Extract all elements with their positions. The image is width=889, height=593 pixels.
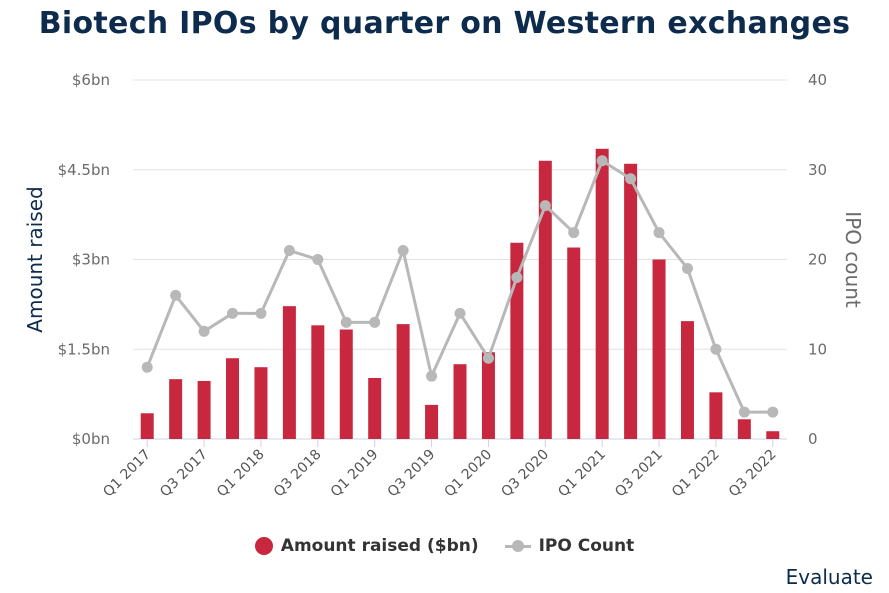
gridlines: [133, 79, 787, 440]
legend-label-amount: Amount raised ($bn): [280, 536, 479, 556]
ipo-count-point: [568, 227, 580, 239]
ipo-count-point: [255, 307, 267, 319]
y-right-tick-label: 10: [808, 340, 827, 358]
bar: [538, 160, 552, 439]
bar: [282, 306, 296, 439]
y-left-tick-label: $0bn: [72, 430, 110, 448]
ipo-count-point: [283, 245, 295, 257]
bar: [226, 358, 240, 439]
x-tick-label: Q1 2017: [100, 447, 154, 501]
ipo-count-point: [369, 316, 381, 328]
y-right-tick-label: 20: [808, 251, 827, 269]
x-tick-label: Q3 2018: [271, 447, 325, 501]
y-right-tick-label: 40: [808, 71, 827, 89]
bar-series: [140, 148, 780, 439]
bar: [425, 404, 439, 439]
bar: [339, 329, 353, 439]
bar: [510, 242, 524, 439]
ipo-count-point: [170, 289, 182, 301]
ipo-count-point: [454, 307, 466, 319]
ipo-count-point: [539, 200, 551, 212]
y-left-tick-label: $4.5bn: [58, 161, 110, 179]
line-series: [141, 155, 779, 418]
x-tick-label: Q3 2017: [157, 447, 211, 501]
ipo-count-point: [482, 352, 494, 364]
bar: [766, 431, 780, 439]
bar: [197, 380, 211, 439]
bar: [652, 259, 666, 439]
x-tick-label: Q1 2020: [442, 447, 496, 501]
ipo-count-point: [596, 155, 608, 167]
bar: [680, 321, 694, 439]
bar: [254, 367, 268, 439]
bar: [311, 325, 325, 439]
legend-bar-swatch-icon: [254, 537, 273, 555]
bar: [368, 377, 382, 439]
y-left-tick-label: $3bn: [72, 251, 110, 269]
x-tick-label: Q1 2022: [669, 447, 723, 501]
ipo-count-point: [227, 307, 239, 319]
legend-line-swatch-icon: [504, 537, 531, 555]
bar: [595, 148, 609, 439]
bar: [140, 413, 154, 439]
bar: [567, 247, 581, 439]
brand-logo-text: Evaluate: [785, 565, 873, 589]
chart-title: Biotech IPOs by quarter on Western excha…: [38, 6, 851, 41]
legend-item-ipo-count[interactable]: IPO Count: [504, 536, 635, 556]
legend: Amount raised ($bn) IPO Count: [0, 536, 889, 560]
x-tick-label: Q3 2019: [385, 447, 439, 501]
x-tick-label: Q1 2019: [328, 447, 382, 501]
bar: [396, 324, 410, 439]
bar: [737, 419, 751, 439]
bar: [481, 352, 495, 439]
legend-label-ipo-count: IPO Count: [538, 536, 635, 556]
y-right-tick-label: 0: [808, 430, 818, 448]
ipo-count-point: [738, 406, 750, 418]
ipo-count-point: [340, 316, 352, 328]
x-tick-label: Q3 2021: [612, 447, 666, 501]
y-left-tick-label: $1.5bn: [58, 340, 110, 358]
x-tick-label: Q3 2022: [726, 447, 780, 501]
y-right-tick-label: 30: [808, 161, 827, 179]
ipo-count-point: [141, 361, 153, 373]
y-left-axis-title: Amount raised: [23, 186, 47, 332]
ipo-count-point: [426, 370, 438, 382]
ipo-count-point: [511, 271, 523, 283]
bar: [169, 379, 183, 439]
ipo-count-point: [681, 262, 693, 274]
ipo-count-point: [198, 325, 210, 337]
legend-item-amount[interactable]: Amount raised ($bn): [254, 536, 479, 556]
ipo-count-point: [767, 406, 779, 418]
ipo-count-point: [625, 173, 637, 185]
bar: [709, 392, 723, 439]
ipo-count-point: [312, 254, 324, 265]
y-right-axis-title: IPO count: [841, 211, 865, 308]
y-left-tick-label: $6bn: [72, 71, 110, 89]
ipo-count-point: [397, 245, 409, 257]
ipo-count-point: [710, 343, 722, 355]
x-tick-label: Q1 2018: [214, 447, 268, 501]
bar: [624, 163, 638, 439]
x-tick-label: Q3 2020: [498, 447, 552, 501]
x-tick-label: Q1 2021: [555, 447, 609, 501]
ipo-count-point: [653, 227, 665, 239]
bar: [453, 364, 467, 439]
